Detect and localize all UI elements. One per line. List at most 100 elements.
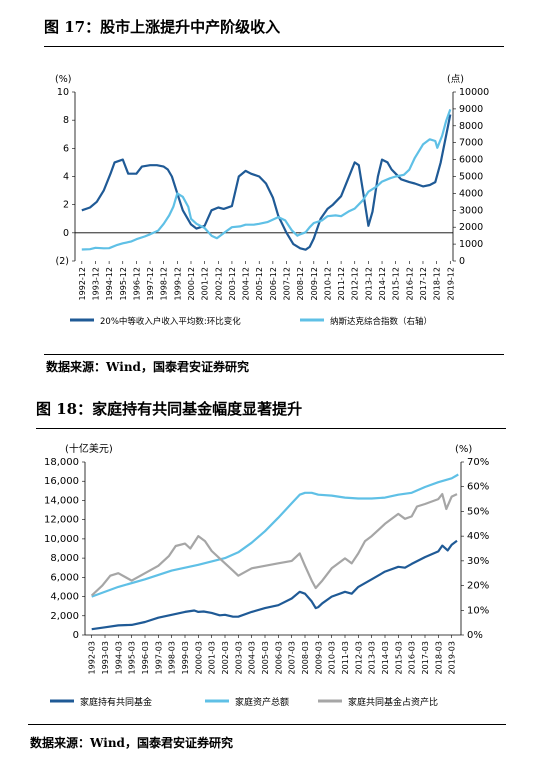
left-tick-label: 0 <box>73 630 79 641</box>
left-axis-unit: (十亿美元) <box>65 442 113 455</box>
right-tick-label: 10000 <box>459 87 489 98</box>
right-tick-label: 30% <box>467 556 489 567</box>
x-tick-label: 1997-03 <box>154 641 163 674</box>
x-tick-label: 2011-12 <box>337 267 346 300</box>
right-tick-label: 9000 <box>459 104 483 115</box>
x-tick-label: 2019-03 <box>448 641 457 674</box>
right-tick-label: 5000 <box>459 172 483 183</box>
x-tick-label: 1999-03 <box>181 641 190 674</box>
x-tick-label: 2004-03 <box>248 641 257 674</box>
left-tick-label: 12,000 <box>44 515 79 526</box>
x-tick-label: 2015-12 <box>392 267 401 300</box>
x-tick-label: 1998-03 <box>168 641 177 674</box>
right-axis-unit: (点) <box>447 74 464 85</box>
x-tick-label: 2013-12 <box>364 267 373 300</box>
left-tick-label: 16,000 <box>44 476 79 487</box>
right-tick-label: 60% <box>467 482 489 493</box>
x-tick-label: 2002-12 <box>214 267 223 300</box>
x-tick-label: 2015-03 <box>394 641 403 674</box>
x-tick-label: 2005-12 <box>255 267 264 300</box>
x-tick-label: 1996-12 <box>132 267 141 300</box>
x-tick-label: 2019-12 <box>446 267 455 300</box>
left-tick-label: 0 <box>63 228 69 239</box>
legend-label-1: 家庭持有共同基金 <box>80 696 152 708</box>
left-tick-label: 4,000 <box>50 592 79 603</box>
x-tick-label: 2001-03 <box>208 641 217 674</box>
right-tick-label: 10% <box>467 605 489 616</box>
figure17-bottom-rule <box>44 354 504 355</box>
x-tick-label: 2014-03 <box>381 641 390 674</box>
series-line-2 <box>81 109 452 251</box>
left-tick-label: 2,000 <box>50 611 79 622</box>
figure17-chart: (%) (点)1086420(2)100009000800070006000500… <box>55 74 489 327</box>
legend-label-1: 20%中等收入户收入平均数:环比变化 <box>100 316 241 327</box>
x-tick-label: 1996-03 <box>141 641 150 674</box>
x-tick-label: 2005-03 <box>261 641 270 674</box>
x-tick-label: 1992-12 <box>78 267 87 300</box>
x-tick-label: 2012-12 <box>351 267 360 300</box>
x-tick-label: 2007-03 <box>288 641 297 674</box>
right-axis-unit: (%) <box>455 444 472 455</box>
x-tick-label: 2018-03 <box>434 641 443 674</box>
legend-label-2: 家庭资产总额 <box>235 696 289 708</box>
x-tick-label: 2003-12 <box>228 267 237 300</box>
right-tick-label: 1000 <box>459 239 483 250</box>
figure18-source: 数据来源：Wind，国泰君安证券研究 <box>30 736 233 750</box>
right-tick-label: 70% <box>467 457 489 468</box>
x-tick-label: 2013-03 <box>368 641 377 674</box>
left-tick-label: 4 <box>63 172 69 183</box>
x-tick-label: 1994-03 <box>114 641 123 674</box>
figure17-title: 图 17：股市上涨提升中产阶级收入 <box>44 18 281 36</box>
x-tick-label: 1993-12 <box>91 267 100 300</box>
right-tick-label: 0% <box>467 630 483 641</box>
x-tick-label: 2004-12 <box>242 267 251 300</box>
right-tick-label: 8000 <box>459 121 483 132</box>
x-tick-label: 1999-12 <box>173 267 182 300</box>
x-tick-label: 2012-03 <box>354 641 363 674</box>
right-tick-label: 4000 <box>459 188 483 199</box>
figure18-title: 图 18：家庭持有共同基金幅度显著提升 <box>36 400 303 418</box>
x-tick-label: 1995-03 <box>128 641 137 674</box>
left-tick-label: 10 <box>57 87 69 98</box>
x-tick-label: 2001-12 <box>201 267 210 300</box>
x-tick-label: 2017-03 <box>421 641 430 674</box>
left-tick-label: 8,000 <box>50 553 79 564</box>
x-tick-label: 2008-03 <box>301 641 310 674</box>
x-tick-label: 2010-12 <box>323 267 332 300</box>
left-tick-label: 6,000 <box>50 572 79 583</box>
x-tick-label: 2018-12 <box>433 267 442 300</box>
x-tick-label: 2016-03 <box>408 641 417 674</box>
x-tick-label: 2002-03 <box>221 641 230 674</box>
left-tick-label: 2 <box>63 200 69 211</box>
x-tick-label: 2010-03 <box>328 641 337 674</box>
series-line-1 <box>81 114 452 251</box>
figure17-top-rule <box>44 46 504 47</box>
right-tick-label: 3000 <box>459 205 483 216</box>
left-axis-unit: (%) <box>55 74 71 85</box>
series-line-2 <box>91 473 459 598</box>
x-tick-label: 2006-12 <box>269 267 278 300</box>
x-tick-label: 2014-12 <box>378 267 387 300</box>
figure18-top-rule <box>36 428 506 429</box>
left-tick-label: 18,000 <box>44 457 79 468</box>
x-tick-label: 1997-12 <box>146 267 155 300</box>
right-tick-label: 2000 <box>459 222 483 233</box>
right-tick-label: 50% <box>467 506 489 517</box>
right-tick-label: 40% <box>467 531 489 542</box>
right-tick-label: 0 <box>459 256 465 267</box>
left-tick-label: 6 <box>63 143 69 154</box>
x-tick-label: 1995-12 <box>119 267 128 300</box>
x-tick-label: 2008-12 <box>296 267 305 300</box>
x-tick-label: 2016-12 <box>405 267 414 300</box>
series-line-1 <box>91 539 458 631</box>
left-tick-label: 14,000 <box>44 495 79 506</box>
left-tick-label: (2) <box>56 256 69 267</box>
x-tick-label: 1992-03 <box>88 641 97 674</box>
x-tick-label: 2009-03 <box>314 641 323 674</box>
x-tick-label: 2017-12 <box>419 267 428 300</box>
series-line-3 <box>90 492 458 597</box>
x-tick-label: 2007-12 <box>283 267 292 300</box>
x-tick-label: 2003-03 <box>234 641 243 674</box>
x-tick-label: 1994-12 <box>105 267 114 300</box>
left-tick-label: 8 <box>63 115 69 126</box>
